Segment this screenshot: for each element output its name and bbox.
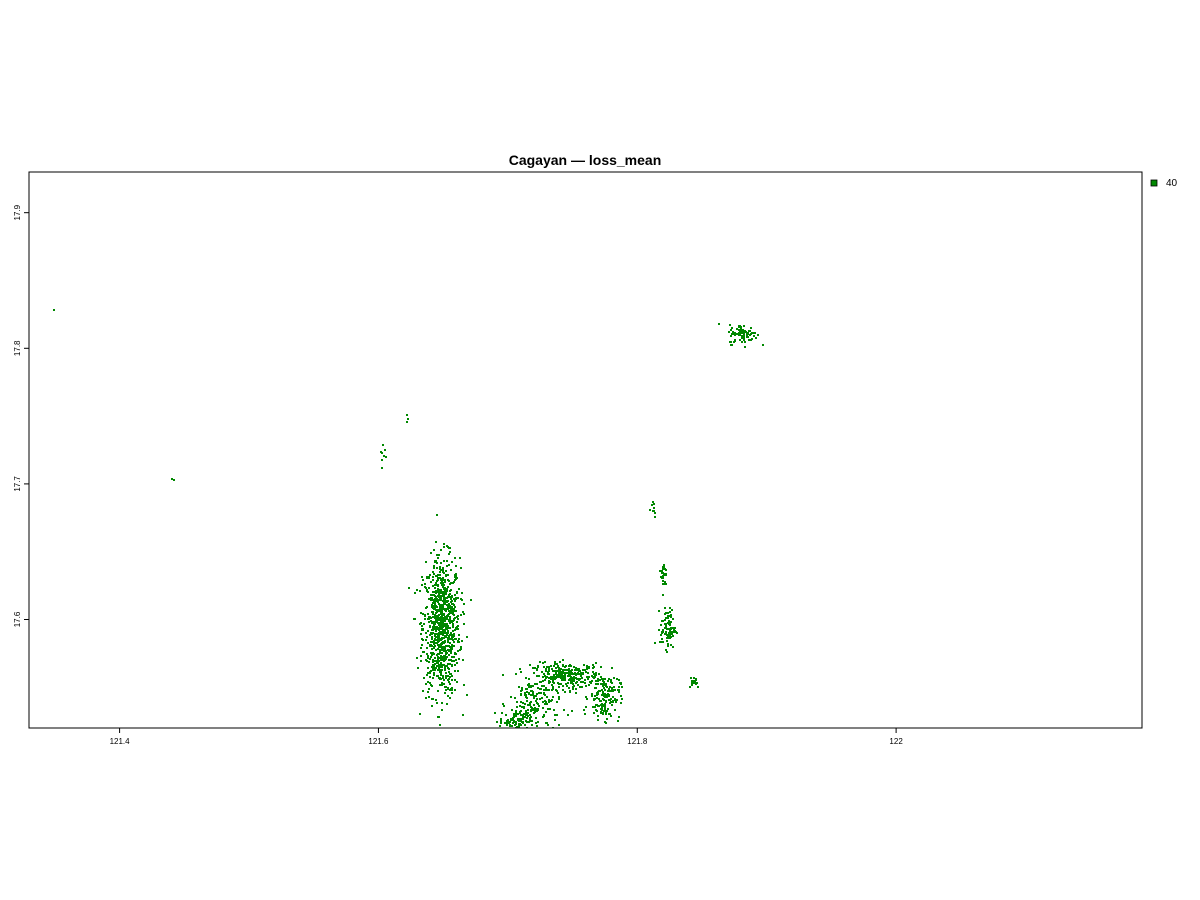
y-tick-label: 17.6 (13, 611, 22, 627)
loss-patch (649, 501, 656, 518)
x-tick-label: 121.8 (627, 737, 648, 746)
loss-patch (689, 677, 699, 688)
loss-patch (659, 564, 667, 596)
x-tick-label: 121.4 (110, 737, 131, 746)
loss-patch (380, 444, 387, 469)
plot-frame (28, 171, 1143, 729)
x-tick-label: 121.6 (368, 737, 389, 746)
loss-patch (53, 309, 55, 311)
y-tick-label: 17.7 (13, 476, 22, 492)
x-tick-label: 122 (889, 737, 903, 746)
legend-label: 40 (1166, 178, 1178, 189)
legend-swatch (1150, 179, 1158, 187)
y-axis: 17.6 17.7 17.8 17.9 (13, 204, 29, 627)
y-tick-label: 17.9 (13, 204, 22, 220)
loss-patch (654, 607, 678, 653)
y-tick-label: 17.8 (13, 340, 22, 356)
loss-patch (718, 323, 764, 348)
forest-loss-raster (53, 309, 764, 728)
legend: 40 (1150, 178, 1178, 189)
map-title: Cagayan — loss_mean (509, 152, 662, 168)
loss-patch (580, 666, 623, 724)
x-axis: 121.4 121.6 121.8 122 (110, 728, 903, 746)
loss-patch (502, 659, 615, 698)
loss-patch (494, 710, 539, 728)
loss-patch (408, 514, 472, 726)
loss-patch (406, 414, 409, 423)
loss-patch (171, 478, 175, 481)
